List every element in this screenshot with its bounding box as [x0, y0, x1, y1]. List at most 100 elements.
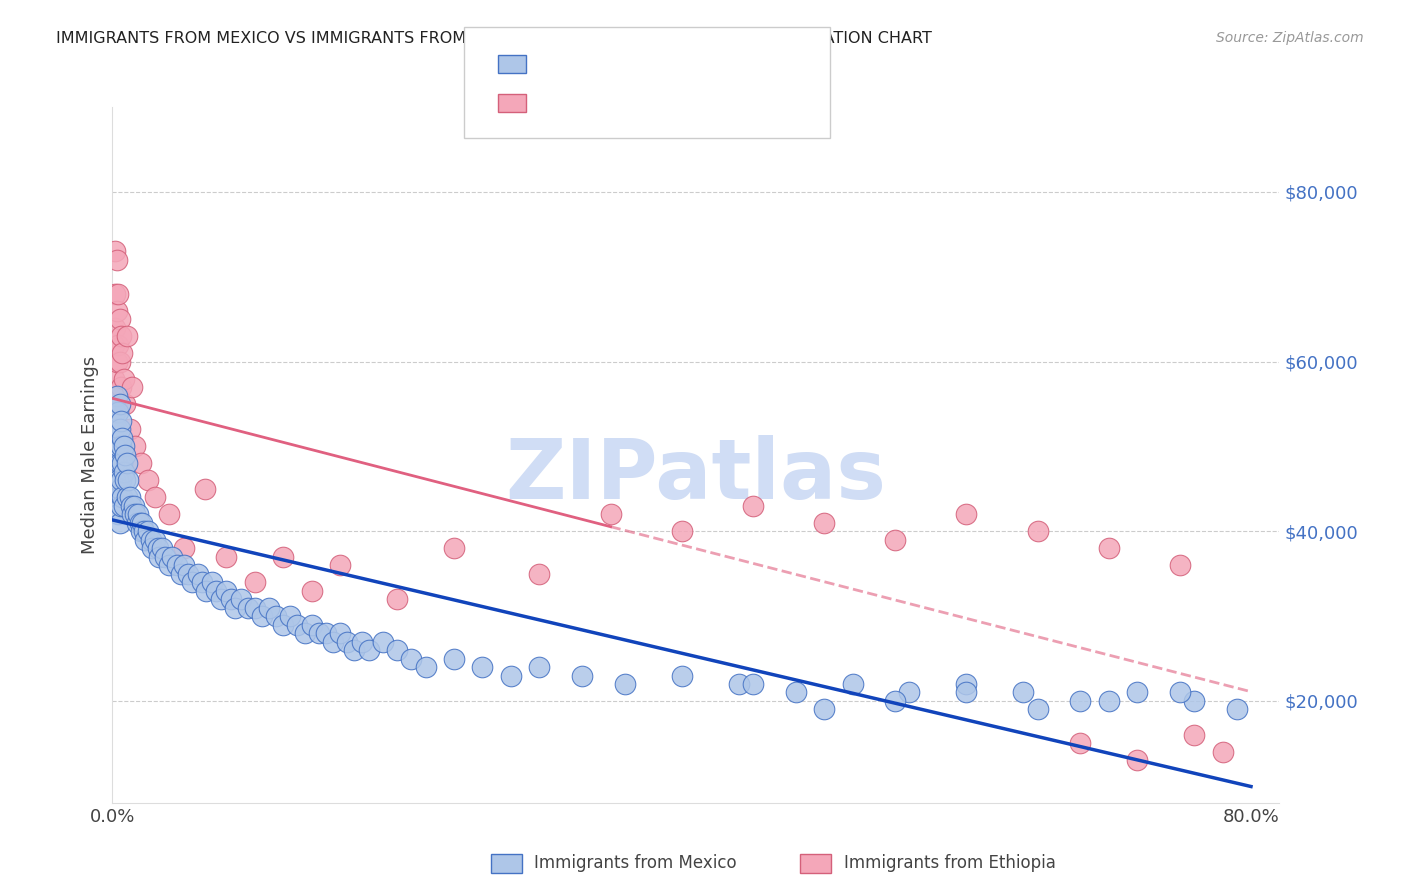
Point	[173, 541, 195, 556]
Point	[529, 566, 551, 581]
Point	[785, 685, 807, 699]
Point	[136, 474, 159, 488]
Point	[150, 541, 173, 556]
Point	[229, 592, 252, 607]
Point	[157, 558, 180, 573]
Point	[955, 508, 977, 522]
Point	[322, 634, 344, 648]
Point	[110, 329, 132, 343]
Text: Immigrants from Mexico: Immigrants from Mexico	[534, 855, 737, 872]
Point	[118, 422, 141, 436]
Point	[243, 600, 266, 615]
Point	[280, 609, 302, 624]
Point	[415, 660, 437, 674]
Point	[103, 457, 125, 471]
Point	[813, 516, 835, 530]
Point	[105, 422, 128, 436]
Point	[336, 634, 359, 648]
Point	[741, 499, 763, 513]
Point	[107, 508, 129, 522]
Point	[114, 397, 136, 411]
Point	[187, 566, 209, 581]
Point	[107, 474, 129, 488]
Text: ZIPatlas: ZIPatlas	[506, 435, 886, 516]
Point	[219, 592, 242, 607]
Point	[112, 465, 135, 479]
Point	[264, 609, 287, 624]
Point	[499, 668, 522, 682]
Point	[103, 371, 125, 385]
Point	[110, 474, 132, 488]
Point	[250, 609, 273, 624]
Point	[205, 583, 228, 598]
Point	[104, 320, 127, 334]
Point	[122, 499, 145, 513]
Point	[841, 677, 863, 691]
Point	[1182, 694, 1205, 708]
Point	[215, 583, 238, 598]
Point	[143, 491, 166, 505]
Point	[110, 414, 132, 428]
Point	[105, 491, 128, 505]
Point	[955, 677, 977, 691]
Point	[105, 388, 128, 402]
Point	[166, 558, 188, 573]
Text: N =: N =	[643, 54, 695, 73]
Point	[191, 575, 214, 590]
Point	[129, 457, 152, 471]
Point	[104, 405, 127, 419]
Point	[128, 516, 150, 530]
Point	[131, 516, 153, 530]
Point	[173, 558, 195, 573]
Point	[343, 643, 366, 657]
Point	[127, 508, 149, 522]
Point	[110, 380, 132, 394]
Point	[125, 516, 148, 530]
Point	[371, 634, 394, 648]
Point	[153, 549, 176, 564]
Point	[115, 329, 138, 343]
Point	[111, 457, 134, 471]
Point	[157, 508, 180, 522]
Point	[1069, 694, 1091, 708]
Point	[115, 457, 138, 471]
Point	[108, 422, 131, 436]
Point	[111, 346, 134, 360]
Point	[110, 439, 132, 453]
Point	[599, 508, 621, 522]
Point	[139, 533, 162, 547]
Point	[108, 457, 131, 471]
Text: Immigrants from Ethiopia: Immigrants from Ethiopia	[844, 855, 1056, 872]
Point	[301, 583, 323, 598]
Point	[671, 524, 693, 539]
Point	[671, 668, 693, 682]
Point	[350, 634, 373, 648]
Point	[112, 371, 135, 385]
Point	[1069, 736, 1091, 750]
Point	[1098, 541, 1121, 556]
Point	[104, 439, 127, 453]
Point	[443, 651, 465, 665]
Point	[114, 474, 136, 488]
Point	[124, 508, 146, 522]
Point	[287, 617, 309, 632]
Point	[108, 312, 131, 326]
Point	[315, 626, 337, 640]
Point	[471, 660, 494, 674]
Point	[224, 600, 246, 615]
Point	[201, 575, 224, 590]
Point	[107, 388, 129, 402]
Point	[105, 397, 128, 411]
Point	[134, 533, 156, 547]
Text: R =: R =	[536, 54, 575, 73]
Point	[111, 491, 134, 505]
Point	[143, 533, 166, 547]
Point	[884, 694, 907, 708]
Point	[108, 397, 131, 411]
Point	[129, 524, 152, 539]
Point	[107, 439, 129, 453]
Point	[727, 677, 749, 691]
Point	[1212, 745, 1234, 759]
Point	[146, 541, 169, 556]
Point	[308, 626, 330, 640]
